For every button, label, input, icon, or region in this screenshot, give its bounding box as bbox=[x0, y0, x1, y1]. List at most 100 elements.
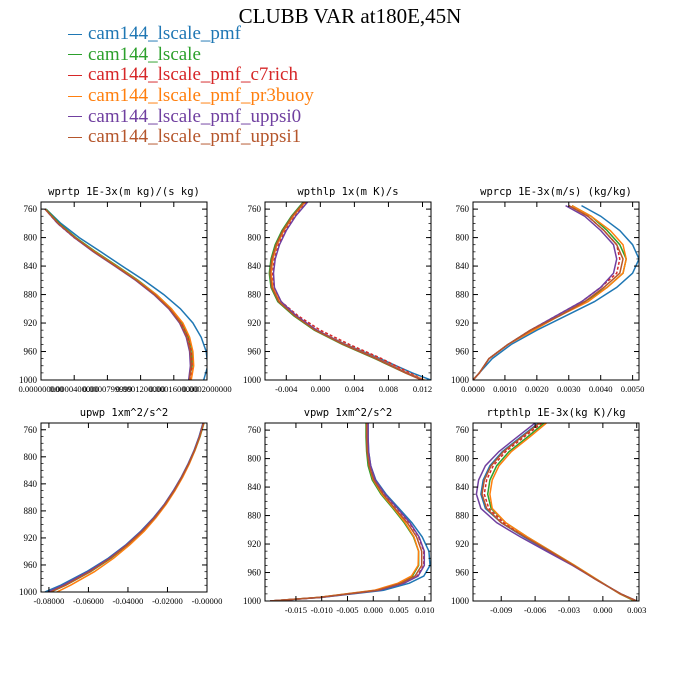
x-tick-label: -0.006 bbox=[524, 605, 547, 615]
x-tick-label: -0.005 bbox=[336, 605, 358, 615]
y-tick-label: 760 bbox=[248, 425, 262, 435]
plot-frame bbox=[40, 422, 208, 593]
series-line bbox=[270, 423, 426, 601]
y-tick-label: 760 bbox=[24, 425, 38, 435]
series-line bbox=[483, 423, 638, 601]
panel-title: wprcp 1E-3x(m/s) (kg/kg) bbox=[480, 186, 632, 198]
y-tick-label: 960 bbox=[24, 347, 38, 357]
y-tick-label: 880 bbox=[456, 511, 470, 521]
x-tick-label: 0.0001200000 bbox=[116, 384, 165, 394]
plot-frame bbox=[264, 422, 432, 602]
y-tick-label: 1000 bbox=[451, 375, 470, 385]
y-tick-label: 760 bbox=[24, 204, 38, 214]
legend: cam144_lscale_pmf cam144_lscale cam144_lsc… bbox=[68, 24, 314, 148]
panel: rtpthlp 1E-3x(kg K)/kg 760 800 840 880 920 960… bbox=[451, 407, 646, 615]
y-tick-label: 800 bbox=[248, 233, 262, 243]
figure-title: CLUBB VAR at180E,45N bbox=[238, 4, 462, 28]
y-tick-label: 880 bbox=[24, 290, 38, 300]
panel: wprcp 1E-3x(m/s) (kg/kg) 760 800 840 880 920 9… bbox=[451, 186, 644, 394]
series-line bbox=[475, 423, 638, 601]
x-tick-label: -0.010 bbox=[311, 605, 333, 615]
y-tick-label: 760 bbox=[456, 425, 470, 435]
y-tick-label: 920 bbox=[24, 533, 38, 543]
series-group bbox=[270, 423, 431, 601]
y-tick-label: 880 bbox=[456, 290, 470, 300]
x-tick-label: 0.0000 bbox=[461, 384, 485, 394]
y-tick-label: 880 bbox=[248, 290, 262, 300]
x-tick-label: -0.003 bbox=[558, 605, 580, 615]
x-tick-label: 0.008 bbox=[379, 384, 398, 394]
y-tick-label: 960 bbox=[24, 560, 38, 570]
series-line bbox=[272, 202, 423, 380]
y-tick-label: 920 bbox=[24, 318, 38, 328]
legend-swatch bbox=[68, 116, 82, 118]
legend-item: cam144_lscale_pmf bbox=[68, 24, 314, 45]
x-tick-label: 0.000000000 bbox=[18, 384, 63, 394]
x-tick-label: 0.005 bbox=[389, 605, 408, 615]
x-tick-label: -0.04000 bbox=[113, 596, 144, 606]
series-group bbox=[44, 423, 205, 592]
series-group bbox=[268, 202, 431, 380]
y-tick-label: 840 bbox=[456, 261, 470, 271]
series-group bbox=[473, 204, 639, 380]
x-tick-label: -0.015 bbox=[285, 605, 307, 615]
series-line bbox=[44, 208, 195, 380]
legend-label: cam144_lscale_pmf_pr3buoy bbox=[88, 85, 314, 107]
legend-label: cam144_lscale_pmf_uppsi0 bbox=[88, 105, 302, 127]
x-tick-label: 0.0000400000 bbox=[49, 384, 98, 394]
series-group bbox=[475, 423, 638, 601]
legend-swatch bbox=[68, 54, 82, 56]
x-tick-label: 0.010 bbox=[415, 605, 434, 615]
legend-label: cam144_lscale_pmf bbox=[88, 23, 242, 45]
series-line bbox=[50, 423, 205, 592]
y-tick-label: 840 bbox=[248, 482, 262, 492]
series-line bbox=[44, 208, 192, 380]
series-line bbox=[50, 423, 205, 592]
x-tick-label: 0.004 bbox=[345, 384, 365, 394]
y-tick-label: 960 bbox=[248, 347, 262, 357]
panel: upwp 1xm^2/s^27608008408809209601000-0.0… bbox=[19, 407, 222, 606]
series-line bbox=[44, 208, 193, 380]
series-line bbox=[44, 423, 204, 592]
series-line bbox=[270, 202, 425, 380]
series-line bbox=[268, 202, 423, 380]
y-tick-label: 840 bbox=[248, 261, 262, 271]
series-line bbox=[270, 423, 420, 601]
y-tick-label: 960 bbox=[456, 347, 470, 357]
series-line bbox=[56, 423, 205, 592]
x-tick-label: 0.0000799999 bbox=[83, 384, 132, 394]
panel-title: rtpthlp 1E-3x(kg K)/kg bbox=[486, 407, 625, 419]
y-tick-label: 920 bbox=[456, 318, 470, 328]
y-tick-label: 1000 bbox=[451, 596, 470, 606]
legend-swatch bbox=[68, 74, 82, 76]
series-line bbox=[486, 423, 635, 601]
series-line bbox=[473, 204, 639, 380]
y-tick-label: 920 bbox=[248, 318, 262, 328]
legend-item: cam144_lscale_pmf_pr3buoy bbox=[68, 86, 314, 107]
x-tick-label: -0.00000 bbox=[192, 596, 223, 606]
legend-swatch bbox=[68, 33, 82, 35]
x-tick-label: -0.08000 bbox=[34, 596, 65, 606]
series-line bbox=[270, 423, 423, 601]
series-line bbox=[45, 208, 193, 380]
y-tick-label: 840 bbox=[456, 482, 470, 492]
plot-frame bbox=[472, 201, 640, 381]
series-line bbox=[270, 202, 431, 380]
y-tick-label: 800 bbox=[24, 233, 38, 243]
x-tick-label: 0.0010 bbox=[493, 384, 517, 394]
y-tick-label: 920 bbox=[248, 539, 262, 549]
x-tick-label: 0.0050 bbox=[621, 384, 645, 394]
x-tick-label: 0.0002000000 bbox=[182, 384, 231, 394]
series-group bbox=[44, 208, 207, 380]
y-tick-label: 1000 bbox=[19, 375, 38, 385]
y-tick-label: 760 bbox=[456, 204, 470, 214]
x-tick-label: 0.012 bbox=[413, 384, 432, 394]
x-tick-label: 0.000 bbox=[364, 605, 383, 615]
plot-frame bbox=[40, 201, 208, 381]
series-line bbox=[270, 423, 431, 601]
x-tick-label: 0.0020 bbox=[525, 384, 549, 394]
legend-item: cam144_lscale_pmf_uppsi1 bbox=[68, 127, 314, 148]
y-tick-label: 800 bbox=[248, 454, 262, 464]
x-tick-label: -0.02000 bbox=[152, 596, 183, 606]
series-line bbox=[480, 423, 638, 601]
